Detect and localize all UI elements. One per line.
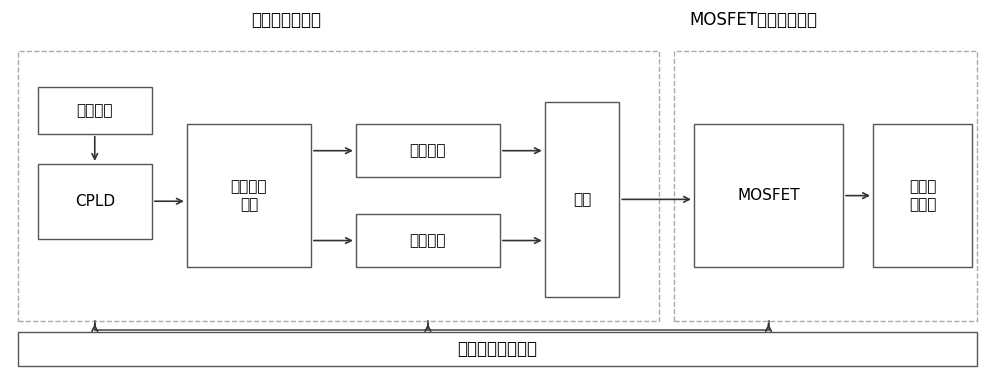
Text: 延时芯片: 延时芯片 [410,233,446,248]
Text: MOSFET: MOSFET [737,188,800,203]
Text: 电平转换
芯片: 电平转换 芯片 [231,179,267,212]
Bar [38,87,152,134]
Bar [545,102,619,297]
Text: 外部电源接口电路: 外部电源接口电路 [458,340,538,358]
Text: CPLD: CPLD [75,194,115,209]
Bar [694,125,843,267]
Bar [18,332,977,366]
Bar [674,51,977,321]
Text: 延时芯片: 延时芯片 [410,143,446,158]
Bar [356,214,500,267]
Text: 与门: 与门 [573,192,591,207]
Bar [38,164,152,239]
Text: 窄脉冲产生电路: 窄脉冲产生电路 [251,11,321,28]
Bar [356,125,500,177]
Bar [187,125,311,267]
Text: 晶振时钟: 晶振时钟 [77,103,113,118]
Bar [18,51,659,321]
Text: 半导体
激光器: 半导体 激光器 [909,179,936,212]
Text: MOSFET脉冲驱动电路: MOSFET脉冲驱动电路 [690,11,818,28]
Bar [873,125,972,267]
